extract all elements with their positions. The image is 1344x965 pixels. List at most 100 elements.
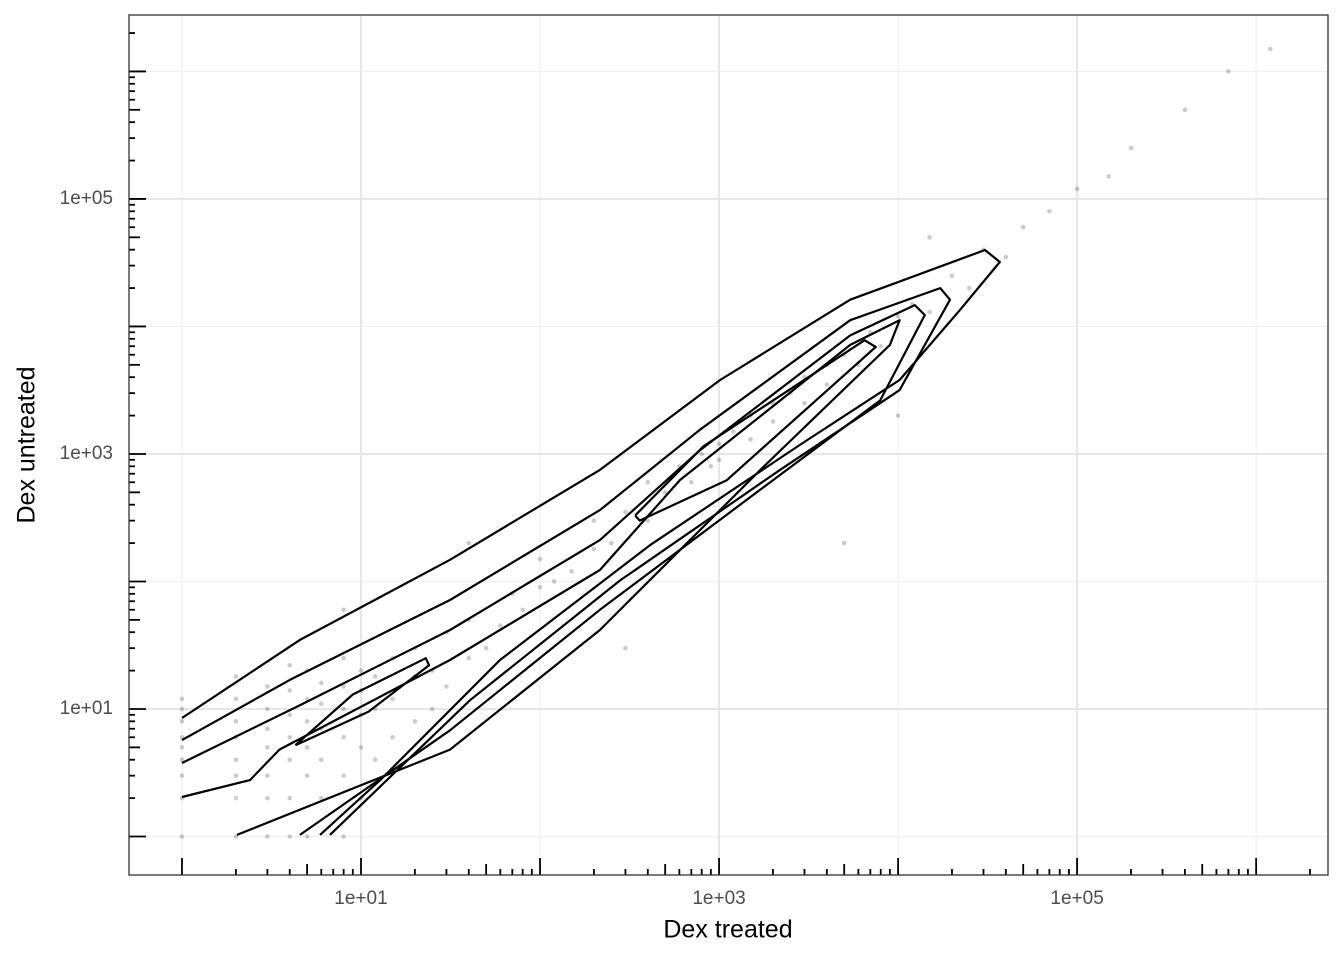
point xyxy=(265,795,270,801)
point xyxy=(1182,107,1188,113)
point xyxy=(179,706,185,712)
point xyxy=(233,795,239,801)
plot-area xyxy=(179,46,1273,839)
point xyxy=(699,451,705,457)
point xyxy=(265,773,270,778)
density-contour xyxy=(181,287,952,836)
point xyxy=(233,834,239,839)
point xyxy=(591,518,597,523)
point xyxy=(265,834,270,839)
point xyxy=(318,701,324,707)
point xyxy=(1047,208,1052,214)
point xyxy=(179,773,185,778)
point xyxy=(878,343,884,349)
point xyxy=(1268,46,1273,52)
density-contour xyxy=(181,248,1001,836)
point xyxy=(645,479,651,485)
point xyxy=(537,556,543,562)
point xyxy=(304,719,310,724)
axes: 1e+01 1e+03 1e+05 1e+01 1e+03 1e+05 xyxy=(60,32,1311,909)
point xyxy=(233,674,239,679)
point xyxy=(287,795,293,801)
point xyxy=(483,645,489,651)
y-axis-title: Dex untreated xyxy=(13,366,41,523)
point xyxy=(318,680,324,686)
point xyxy=(623,509,628,515)
point xyxy=(466,655,472,661)
point xyxy=(748,437,753,442)
point xyxy=(444,684,449,689)
point xyxy=(967,285,972,291)
point xyxy=(287,757,293,763)
point xyxy=(1128,145,1134,151)
point xyxy=(949,273,955,279)
point xyxy=(623,645,628,651)
point xyxy=(591,546,597,552)
point xyxy=(1003,254,1009,260)
point xyxy=(265,706,270,712)
point xyxy=(358,668,364,673)
point xyxy=(466,540,472,546)
point xyxy=(341,734,346,740)
point xyxy=(412,719,418,724)
point xyxy=(287,712,293,718)
point xyxy=(304,834,310,839)
point xyxy=(287,663,293,668)
point xyxy=(287,734,293,740)
density-contour xyxy=(181,304,926,836)
point xyxy=(390,696,395,702)
density-contour xyxy=(634,339,877,522)
point xyxy=(318,757,324,763)
grid xyxy=(129,15,1328,875)
point xyxy=(341,773,346,778)
point xyxy=(372,674,378,679)
point xyxy=(179,834,185,839)
point xyxy=(1020,224,1026,230)
point xyxy=(608,540,614,546)
point xyxy=(358,745,364,750)
x-axis-title: Dex treated xyxy=(663,916,792,944)
point xyxy=(179,757,185,763)
point xyxy=(716,441,722,447)
point xyxy=(824,382,830,387)
point xyxy=(645,518,651,523)
point xyxy=(265,745,270,750)
point xyxy=(233,757,239,763)
density-contour xyxy=(181,319,901,836)
point xyxy=(390,734,395,740)
point xyxy=(537,585,543,590)
point xyxy=(429,706,435,712)
y-tick-label: 1e+03 xyxy=(60,443,113,464)
point xyxy=(895,413,901,418)
point xyxy=(233,719,239,724)
point xyxy=(318,795,324,801)
point xyxy=(372,757,378,763)
point xyxy=(304,745,310,750)
point xyxy=(179,696,185,702)
point xyxy=(841,540,847,546)
point xyxy=(708,464,714,469)
point xyxy=(770,419,776,424)
point xyxy=(802,400,807,406)
panel-border xyxy=(128,14,1329,876)
point xyxy=(341,607,346,613)
point xyxy=(265,726,270,732)
point xyxy=(716,457,722,463)
point xyxy=(265,684,270,689)
point xyxy=(895,314,901,319)
point xyxy=(179,719,185,724)
density-contour xyxy=(294,657,431,747)
point xyxy=(520,607,525,613)
point xyxy=(341,834,346,839)
point xyxy=(1074,186,1080,192)
y-tick-label: 1e+05 xyxy=(60,188,113,209)
point xyxy=(341,655,346,661)
point xyxy=(179,745,185,750)
point xyxy=(304,773,310,778)
point xyxy=(287,688,293,693)
point xyxy=(233,773,239,778)
point xyxy=(551,579,557,584)
y-tick-label: 1e+01 xyxy=(60,698,113,719)
point xyxy=(1226,69,1231,74)
